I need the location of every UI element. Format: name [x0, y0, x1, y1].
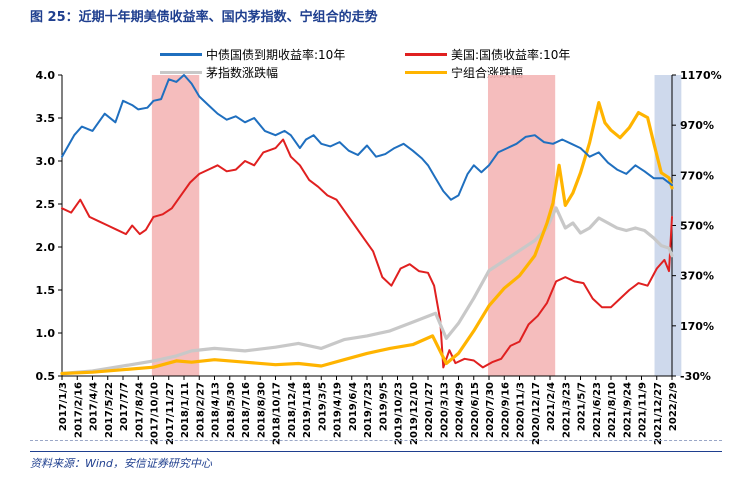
x-tick-label: 2020/11/3 — [516, 382, 527, 438]
divider-solid — [30, 451, 722, 452]
x-tick-label: 2019/1/18 — [302, 382, 313, 438]
x-tick-label: 2018/12/4 — [287, 382, 298, 438]
x-tick-label: 2019/3/5 — [317, 382, 328, 431]
x-tick-label: 2018/4/13 — [211, 382, 222, 438]
x-tick-label: 2020/4/29 — [455, 382, 466, 438]
y-left-tick-label: 2.0 — [36, 241, 56, 254]
x-tick-label: 2019/9/5 — [378, 382, 389, 431]
x-tick-label: 2019/6/4 — [348, 382, 359, 431]
y-right-tick-label: -30% — [680, 370, 711, 383]
x-tick-label: 2017/11/27 — [165, 382, 176, 445]
x-tick-label: 2021/2/4 — [546, 382, 557, 431]
x-tick-label: 2019/4/19 — [333, 382, 344, 438]
y-right-tick-label: 970% — [680, 119, 714, 132]
x-tick-label: 2021/9/24 — [622, 382, 633, 438]
legend-entry-mao: 茅指数涨跌幅 — [160, 64, 278, 81]
y-right-tick-label: 770% — [680, 169, 714, 182]
x-tick-label: 2017/4/4 — [89, 382, 100, 431]
x-tick-label: 2017/7/7 — [119, 382, 130, 431]
x-tick-label: 2019/7/23 — [363, 382, 374, 438]
x-tick-label: 2018/2/27 — [195, 382, 206, 438]
legend-swatch-cn10y — [160, 53, 202, 56]
y-right-tick-label: 1170% — [680, 69, 722, 82]
x-tick-label: 2018/5/30 — [226, 382, 237, 438]
y-right-tick-label: 370% — [680, 270, 714, 283]
x-tick-label: 2021/8/10 — [607, 382, 618, 438]
y-right-tick-label: 170% — [680, 320, 714, 333]
y-left-tick-label: 1.5 — [36, 284, 56, 297]
x-tick-label: 2021/6/23 — [592, 382, 603, 438]
y-left-tick-label: 4.0 — [36, 69, 56, 82]
x-tick-label: 2019/12/10 — [409, 382, 420, 445]
y-left-tick-label: 1.0 — [36, 327, 56, 340]
legend-swatch-us10y — [405, 53, 447, 56]
y-right-tick-label: 570% — [680, 220, 714, 233]
x-tick-label: 2019/10/23 — [394, 382, 405, 445]
chart-title: 图 25：近期十年期美债收益率、国内茅指数、宁组合的走势 — [30, 10, 378, 25]
x-tick-label: 2017/1/3 — [58, 382, 69, 431]
x-tick-label: 2020/9/16 — [500, 382, 511, 438]
x-tick-label: 2020/7/30 — [485, 382, 496, 438]
y-left-tick-label: 3.0 — [36, 155, 56, 168]
legend-swatch-ning — [405, 71, 447, 74]
x-tick-label: 2017/2/16 — [73, 382, 84, 438]
series-line-2 — [60, 206, 674, 376]
series-line-3 — [60, 101, 674, 376]
source-note: 资料来源：Wind，安信证券研究中心 — [30, 457, 212, 470]
legend-label-cn10y: 中债国债到期收益率:10年 — [206, 48, 346, 62]
series-line-0 — [61, 74, 673, 201]
x-tick-label: 2020/1/27 — [424, 382, 435, 438]
x-tick-label: 2021/3/23 — [561, 382, 572, 438]
x-tick-label: 2021/5/7 — [577, 382, 588, 431]
series-line-1 — [61, 138, 673, 369]
x-tick-label: 2017/8/24 — [134, 382, 145, 438]
x-tick-label: 2018/7/16 — [241, 382, 252, 438]
x-tick-label: 2017/10/10 — [150, 382, 161, 445]
y-left-tick-label: 3.5 — [36, 112, 56, 125]
x-tick-label: 2021/11/9 — [638, 382, 649, 438]
x-tick-label: 2020/12/17 — [531, 382, 542, 445]
legend-swatch-mao — [160, 71, 202, 74]
legend-entry-cn10y: 中债国债到期收益率:10年 — [160, 46, 345, 63]
shaded-region-2 — [654, 75, 682, 376]
legend-label-mao: 茅指数涨跌幅 — [206, 66, 279, 80]
x-tick-label: 2017/5/22 — [104, 382, 115, 438]
x-tick-label: 2021/12/27 — [653, 382, 664, 445]
x-tick-label: 2020/3/13 — [439, 382, 450, 438]
legend-entry-us10y: 美国:国债收益率:10年 — [405, 46, 570, 63]
legend-label-us10y: 美国:国债收益率:10年 — [451, 48, 571, 62]
y-left-tick-label: 2.5 — [36, 198, 56, 211]
x-tick-label: 2018/1/11 — [180, 382, 191, 438]
x-tick-label: 2018/10/17 — [272, 382, 283, 445]
x-tick-label: 2018/8/30 — [256, 382, 267, 438]
divider-dashed — [30, 440, 722, 441]
shaded-region-1 — [487, 75, 556, 376]
y-left-tick-label: 0.5 — [36, 370, 56, 383]
x-tick-label: 2020/6/15 — [470, 382, 481, 438]
x-tick-label: 2022/2/9 — [668, 382, 679, 431]
shaded-region-0 — [151, 75, 200, 376]
